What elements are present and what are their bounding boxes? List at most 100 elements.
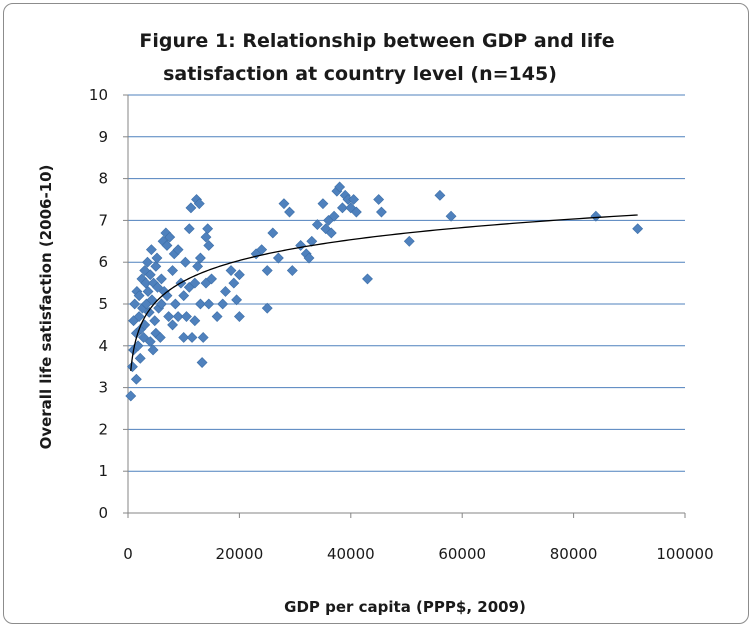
data-point [172, 244, 184, 256]
data-point [133, 290, 145, 302]
data-point [434, 189, 446, 201]
data-point [376, 206, 387, 218]
data-point [311, 219, 323, 231]
data-point [125, 390, 137, 402]
data-point [149, 315, 161, 327]
chart-title-line-2: satisfaction at country level (n=145) [163, 63, 557, 85]
data-point [203, 298, 215, 310]
data-point [403, 235, 415, 247]
data-point [261, 265, 273, 276]
y-tick-label: 8 [98, 170, 108, 188]
data-point [142, 286, 154, 297]
x-tick-label: 20000 [216, 545, 264, 563]
y-tick-label: 2 [98, 420, 108, 438]
x-axis-title: GDP per capita (PPP$, 2009) [284, 598, 526, 616]
y-tick-label: 7 [98, 211, 108, 229]
y-tick-label: 9 [98, 128, 108, 146]
data-point [284, 206, 295, 218]
data-point [147, 344, 159, 356]
y-tick-label: 0 [98, 504, 108, 522]
data-point [362, 273, 373, 285]
data-point [211, 311, 223, 322]
data-point [261, 302, 273, 314]
trendline-layer [130, 214, 638, 371]
data-point [155, 273, 167, 285]
data-point [278, 198, 290, 210]
data-point [317, 198, 329, 210]
y-axis-title: Overall life satisfaction (2006-10) [37, 165, 55, 450]
axes [127, 95, 685, 514]
data-point [142, 256, 153, 268]
data-point [178, 332, 190, 343]
data-point [189, 315, 201, 327]
data-point [350, 206, 362, 218]
y-tick-label: 4 [98, 337, 108, 355]
data-point [193, 198, 205, 210]
data-point [179, 256, 191, 268]
data-point [337, 202, 348, 214]
data-point [306, 235, 318, 247]
data-point [334, 181, 346, 193]
y-tick-labels: 0 1 2 3 4 5 6 7 8 9 10 [89, 86, 108, 522]
data-point [200, 231, 212, 243]
data-point [138, 332, 150, 343]
data-point [203, 240, 215, 251]
data-point [154, 332, 166, 343]
data-point [192, 260, 204, 272]
data-point [632, 223, 644, 235]
data-point [194, 298, 206, 310]
data-point [197, 332, 209, 343]
data-point [130, 373, 142, 385]
data-point [150, 260, 162, 272]
chart-title-line-1: Figure 1: Relationship between GDP and l… [139, 30, 614, 52]
x-tick-labels: 0 20000 40000 60000 80000 100000 [123, 513, 714, 563]
data-point [206, 273, 217, 285]
data-point [272, 252, 284, 264]
data-point [127, 361, 138, 373]
data-point [167, 319, 178, 331]
data-points [125, 181, 644, 402]
y-tick-label: 6 [98, 253, 108, 271]
data-point [202, 223, 214, 235]
data-point [303, 252, 315, 264]
data-point [146, 294, 158, 306]
data-point [145, 244, 157, 256]
data-point [590, 210, 602, 222]
trendline [130, 214, 638, 371]
data-point [152, 281, 163, 293]
data-point [151, 252, 163, 264]
data-point [231, 294, 243, 306]
chart-title: Figure 1: Relationship between GDP and l… [139, 30, 614, 85]
x-tick-label: 60000 [438, 545, 486, 563]
chart-frame [3, 3, 749, 624]
data-point [185, 202, 197, 214]
data-point [164, 231, 176, 243]
data-point [178, 290, 190, 302]
data-point [348, 194, 360, 205]
data-point [373, 194, 385, 205]
data-point [186, 332, 198, 343]
data-point [163, 311, 175, 322]
data-point [267, 227, 279, 239]
data-point [181, 311, 192, 322]
data-point [183, 223, 195, 235]
data-point [233, 269, 245, 281]
data-point [196, 357, 208, 368]
data-point [172, 311, 184, 322]
data-point [140, 277, 152, 289]
data-point [167, 265, 178, 276]
data-point [328, 210, 340, 222]
data-point [325, 227, 337, 239]
x-tick-label: 0 [123, 545, 133, 563]
data-point [286, 265, 298, 276]
data-point [445, 210, 457, 222]
data-point [228, 277, 240, 289]
data-point [133, 311, 145, 322]
y-tick-label: 5 [98, 295, 108, 313]
data-point [189, 277, 201, 289]
x-tick-label: 80000 [550, 545, 598, 563]
y-tick-label: 10 [89, 86, 108, 104]
x-tick-label: 40000 [327, 545, 375, 563]
y-tick-label: 1 [98, 462, 108, 480]
